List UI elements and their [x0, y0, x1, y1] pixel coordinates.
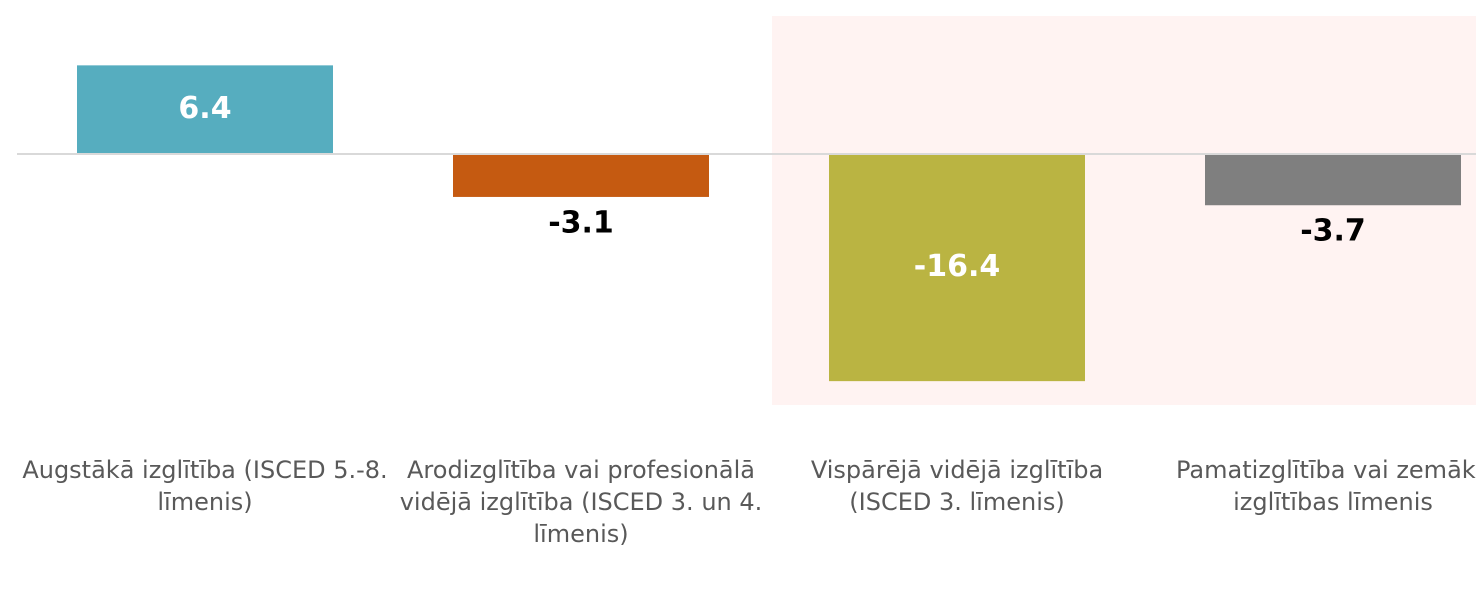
bar [829, 154, 1085, 382]
bar [453, 154, 709, 197]
bar [77, 65, 333, 154]
bar [1205, 154, 1461, 206]
data-label: -3.1 [548, 205, 614, 240]
data-label: 6.4 [178, 91, 231, 126]
x-tick-label: Vispārējā vidējā izglītība (ISCED 3. līm… [810, 456, 1104, 516]
data-label: -16.4 [914, 249, 1000, 284]
data-label: -3.7 [1300, 214, 1366, 249]
x-tick-label: Arodizglītība vai profesionālā vidējā iz… [399, 456, 763, 548]
x-tick-label: Pamatizglītība vai zemāka izglītības līm… [1176, 456, 1476, 516]
x-tick-label: Augstākā izglītība (ISCED 5.-8. līmenis) [22, 456, 388, 516]
